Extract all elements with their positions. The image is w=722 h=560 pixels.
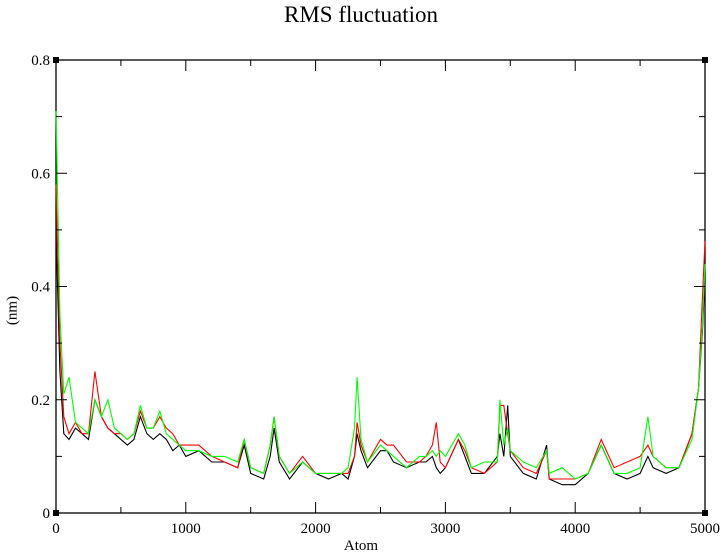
y-tick-label: 0.8 — [31, 53, 50, 69]
plot-frame — [53, 57, 708, 516]
x-tick-label: 1000 — [171, 521, 201, 537]
y-tick-label: 0 — [43, 506, 51, 522]
y-axis-label: (nm) — [4, 295, 21, 326]
y-tick-label: 0.6 — [31, 166, 50, 182]
series-layer — [55, 110, 706, 486]
x-tick-label: 2000 — [301, 521, 331, 537]
x-tick-label: 5000 — [690, 521, 720, 537]
x-tick-label: 3000 — [430, 521, 460, 537]
x-axis-label: Atom — [343, 538, 379, 554]
x-tick-label: 0 — [52, 521, 60, 537]
series-red — [55, 184, 706, 480]
x-tick-label: 4000 — [560, 521, 590, 537]
y-tick-label: 0.4 — [31, 280, 50, 296]
y-tick-label: 0.2 — [31, 393, 50, 409]
series-black — [55, 229, 706, 486]
axis-ticks: 0 1000 2000 3000 4000 5000 0 0.2 0.4 0.6 0.8 — [31, 53, 720, 537]
chart-title: RMS fluctuation — [284, 2, 438, 27]
series-green — [55, 110, 706, 480]
